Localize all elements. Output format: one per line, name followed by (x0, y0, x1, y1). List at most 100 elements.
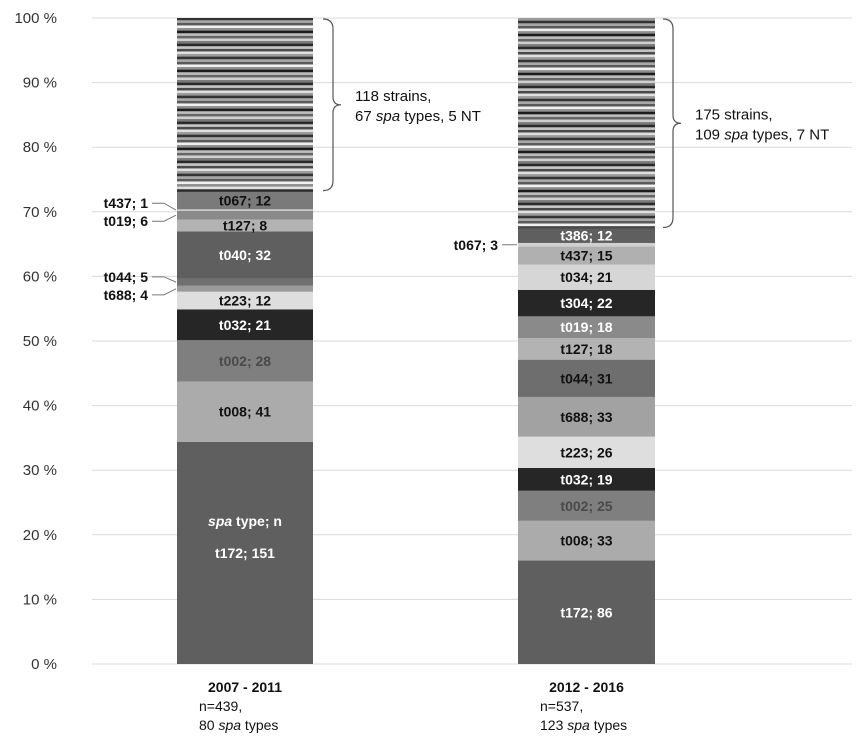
others-stripe (518, 20, 655, 24)
leader-line-t044-5 (152, 276, 177, 283)
others-stripe (177, 27, 313, 31)
others-stripe (518, 155, 655, 159)
others-stripe (518, 56, 655, 60)
x-label-types: 123 spa types (540, 717, 627, 733)
others-stripe (177, 100, 313, 104)
others-stripe (518, 67, 655, 71)
others-stripe (518, 181, 655, 185)
others-stripe (518, 129, 655, 133)
y-tick-label-0: 0 % (31, 656, 57, 673)
segment-t688-33 (518, 396, 655, 437)
types-rest: types (241, 717, 278, 733)
others-stripe (177, 72, 313, 75)
segment-label-t032-21: t032; 21 (219, 317, 271, 333)
others-stripe (518, 36, 655, 39)
annotations: 118 strains, 67 spa types, 5 NT t688; 4 t04… (104, 18, 829, 529)
others-stripe (518, 64, 655, 68)
others-stripe (518, 54, 655, 58)
segment-t067-12 (177, 191, 313, 210)
segment-t008-41 (177, 381, 313, 442)
y-tick-label-40: 40 % (23, 398, 57, 415)
others-stripe (518, 202, 655, 206)
others-stripe (177, 134, 313, 138)
others-stripe (518, 28, 655, 32)
others-stripe (177, 165, 313, 169)
others-stripe (518, 88, 655, 91)
others-stripe (518, 134, 655, 138)
segment-label-t032-19: t032; 19 (560, 471, 612, 487)
segment-t437-15 (518, 246, 655, 265)
others-stripe (177, 20, 313, 23)
others-stripe (518, 121, 655, 125)
y-tick-label-10: 10 % (23, 591, 57, 608)
others-stripe (518, 184, 655, 188)
others-stripe (177, 18, 313, 21)
segment-t002-28 (177, 340, 313, 382)
segment-label-t040-32: t040; 32 (219, 247, 271, 263)
others-stripe (518, 171, 655, 175)
segment-label-t688-33: t688; 33 (560, 409, 612, 425)
segment-t002-25 (518, 490, 655, 521)
others-stripe (518, 33, 655, 37)
x-label-n: n=439, (199, 698, 242, 714)
others-stripe (518, 145, 655, 149)
types-spa: spa (218, 717, 241, 733)
others-stripe (518, 160, 655, 164)
segment-label-t223-26: t223; 26 (560, 444, 612, 460)
others-stripe (177, 170, 313, 174)
segment-label-t437-15: t437; 15 (560, 248, 612, 264)
y-axis: 0 % 10 % 20 % 30 % 40 % 50 % 60 % 70 % 80 % 90 % 1… (14, 10, 57, 673)
others-stripe (518, 106, 655, 110)
others-stripe (177, 33, 313, 36)
legend-spa: spa (208, 513, 232, 529)
others-stripe (518, 207, 655, 211)
legend-key-label: spa type; n (208, 513, 282, 529)
x-label-title: 2012 - 2016 (549, 679, 624, 695)
others-stripe (177, 87, 313, 91)
y-tick-label-80: 80 % (23, 139, 57, 156)
others-stripe (518, 163, 655, 167)
y-tick-label-30: 30 % (23, 462, 57, 479)
segment-label-t019-18: t019; 18 (560, 319, 612, 335)
others-stripe (518, 218, 655, 221)
others-stripe (177, 139, 313, 143)
others-stripe (518, 124, 655, 128)
others-label-line1: 175 strains, (695, 106, 773, 123)
others-stripe (177, 152, 313, 156)
others-stripe (177, 126, 313, 130)
others-stripe (518, 18, 655, 21)
others-stripe (177, 160, 313, 164)
others-stripe (177, 51, 313, 55)
others-stripe (177, 56, 313, 60)
others-spa: spa (376, 108, 400, 125)
types-rest: types (590, 717, 627, 733)
others-stripe (177, 168, 313, 172)
leader-line-t688-4 (152, 288, 177, 296)
y-tick-label-90: 90 % (23, 75, 57, 92)
others-label-line2: 109 spa types, 7 NT (695, 126, 829, 143)
others-stripe (177, 40, 313, 44)
others-segment (518, 18, 655, 229)
others-stripe (518, 205, 655, 208)
others-stripe (177, 46, 313, 49)
others-stripe (177, 137, 313, 140)
others-stripe (177, 155, 313, 159)
segment-label-t067-12: t067; 12 (219, 192, 271, 208)
others-stripe (518, 51, 655, 55)
others-stripe (518, 197, 655, 201)
others-stripe (177, 59, 313, 62)
others-stripe (177, 163, 313, 166)
others-stripe (177, 105, 313, 109)
segment-label-t008-41: t008; 41 (219, 404, 271, 420)
y-tick-label-20: 20 % (23, 527, 57, 544)
others-stripe (518, 90, 655, 94)
others-stripe (177, 61, 313, 65)
others-stripe (518, 59, 655, 63)
others-stripe (518, 212, 655, 216)
others-stripe (177, 186, 313, 190)
others-stripe (518, 111, 655, 115)
others-stripe (518, 215, 655, 219)
segment-t223-26 (518, 436, 655, 468)
segment-t386-12 (518, 228, 655, 243)
others-stripe (518, 114, 655, 117)
